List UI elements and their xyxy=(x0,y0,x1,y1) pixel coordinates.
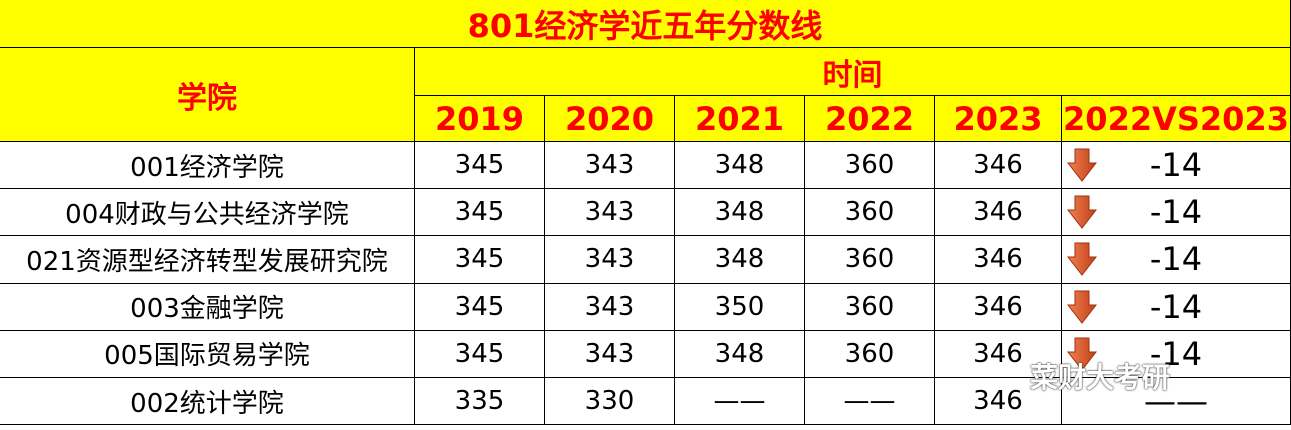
score: 343 xyxy=(545,142,675,190)
college-name: 005国际贸易学院 xyxy=(0,330,415,378)
watermark: 菜财大考研 xyxy=(1030,361,1171,394)
college-name: 001经济学院 xyxy=(0,142,415,190)
college-name: 021资源型经济转型发展研究院 xyxy=(0,236,415,284)
year-header: 2022 xyxy=(805,96,935,142)
down-arrow-icon xyxy=(1066,195,1098,230)
score: 348 xyxy=(675,330,805,378)
score: -14 xyxy=(1062,283,1291,331)
college-name: 003金融学院 xyxy=(0,283,415,331)
score: 346 xyxy=(935,142,1062,190)
score: 343 xyxy=(545,283,675,331)
year-header: 2020 xyxy=(545,96,675,142)
score: 330 xyxy=(545,378,675,426)
score: 346 xyxy=(935,189,1062,237)
down-arrow-icon xyxy=(1066,148,1098,182)
score: —— xyxy=(1062,378,1291,426)
score: 345 xyxy=(415,330,545,378)
score: 345 xyxy=(415,142,545,190)
down-arrow-icon xyxy=(1066,290,1098,324)
score: 343 xyxy=(545,330,675,378)
score: -14 xyxy=(1062,236,1291,284)
score: 346 xyxy=(935,330,1062,378)
score: 350 xyxy=(675,283,805,331)
score: 346 xyxy=(935,378,1062,426)
year-header: 2022VS2023 xyxy=(1062,96,1291,142)
score: 348 xyxy=(675,189,805,237)
score: —— xyxy=(675,378,805,426)
college-header: 学院 xyxy=(0,48,415,142)
score: 346 xyxy=(935,283,1062,331)
score: 345 xyxy=(415,189,545,237)
score: -14 xyxy=(1062,142,1291,190)
score: -14 xyxy=(1062,330,1291,378)
score: 360 xyxy=(805,189,935,237)
score: 345 xyxy=(415,283,545,331)
score: —— xyxy=(805,378,935,426)
title: 801经济学近五年分数线 xyxy=(0,0,1291,48)
score: 343 xyxy=(545,189,675,237)
score: 335 xyxy=(415,378,545,426)
year-header: 2021 xyxy=(675,96,805,142)
year-header: 2023 xyxy=(935,96,1062,142)
college-name: 004财政与公共经济学院 xyxy=(0,189,415,237)
score: -14 xyxy=(1062,189,1291,237)
score: 346 xyxy=(935,236,1062,284)
score: 348 xyxy=(675,236,805,284)
score: 348 xyxy=(675,142,805,190)
score: 360 xyxy=(805,330,935,378)
down-arrow-icon xyxy=(1066,242,1098,277)
score: 345 xyxy=(415,236,545,284)
score: 360 xyxy=(805,283,935,331)
college-name: 002统计学院 xyxy=(0,378,415,426)
time-header: 时间 xyxy=(415,48,1291,96)
score: 360 xyxy=(805,236,935,284)
year-header: 2019 xyxy=(415,96,545,142)
score: 360 xyxy=(805,142,935,190)
down-arrow-icon xyxy=(1066,337,1098,371)
score: 343 xyxy=(545,236,675,284)
